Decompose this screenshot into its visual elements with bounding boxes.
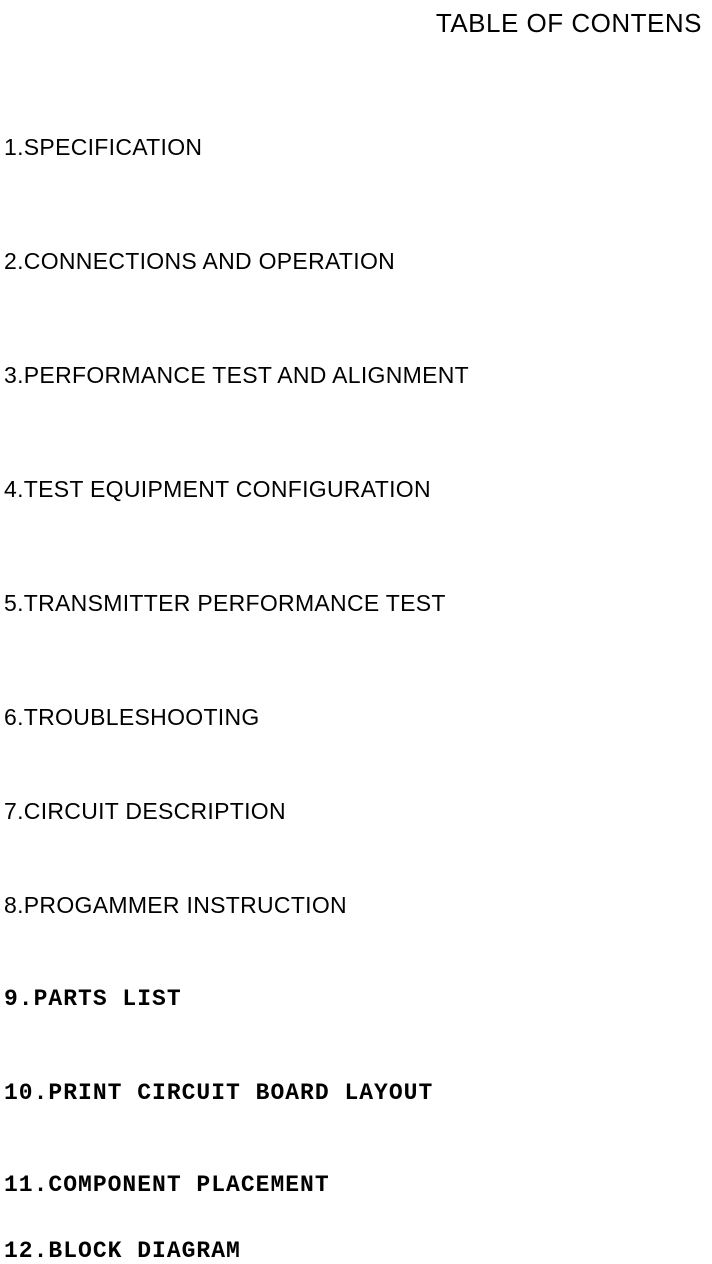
toc-item-3: 3.PERFORMANCE TEST AND ALIGNMENT xyxy=(4,362,469,389)
toc-item-9: 9.PARTS LIST xyxy=(4,986,182,1012)
toc-item-4: 4.TEST EQUIPMENT CONFIGURATION xyxy=(4,476,431,503)
toc-item-8: 8.PROGAMMER INSTRUCTION xyxy=(4,892,347,919)
toc-item-6: 6.TROUBLESHOOTING xyxy=(4,704,260,731)
toc-item-10: 10.PRINT CIRCUIT BOARD LAYOUT xyxy=(4,1080,433,1106)
toc-item-2: 2.CONNECTIONS AND OPERATION xyxy=(4,248,395,275)
toc-item-12: 12.BLOCK DIAGRAM xyxy=(4,1238,241,1264)
toc-item-11: 11.COMPONENT PLACEMENT xyxy=(4,1172,330,1198)
toc-item-7: 7.CIRCUIT DESCRIPTION xyxy=(4,798,286,825)
toc-item-5: 5.TRANSMITTER PERFORMANCE TEST xyxy=(4,590,446,617)
toc-item-1: 1.SPECIFICATION xyxy=(4,134,202,161)
page-title: TABLE OF CONTENS xyxy=(436,8,702,39)
